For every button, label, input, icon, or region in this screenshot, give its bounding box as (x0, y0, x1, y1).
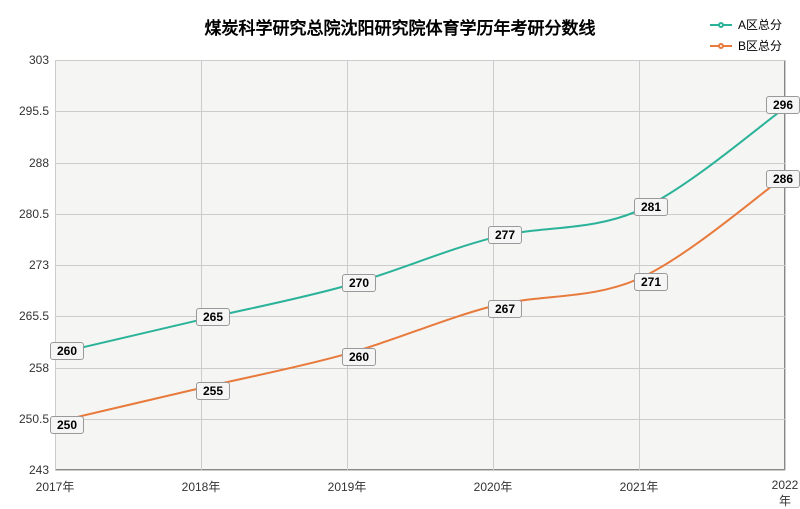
data-label: 267 (488, 300, 522, 318)
data-label: 277 (488, 226, 522, 244)
data-label: 271 (634, 273, 668, 291)
data-label: 255 (196, 382, 230, 400)
data-label: 286 (766, 170, 800, 188)
chart-container: 煤炭科学研究总院沈阳研究院体育学历年考研分数线 A区总分B区总分 243250.… (0, 0, 800, 500)
data-label: 260 (50, 342, 84, 360)
data-label: 260 (342, 348, 376, 366)
series-svg (0, 0, 800, 500)
data-label: 250 (50, 416, 84, 434)
data-label: 281 (634, 198, 668, 216)
series-line (55, 176, 785, 422)
data-label: 296 (766, 96, 800, 114)
data-label: 270 (342, 274, 376, 292)
series-line (55, 108, 785, 354)
data-label: 265 (196, 308, 230, 326)
